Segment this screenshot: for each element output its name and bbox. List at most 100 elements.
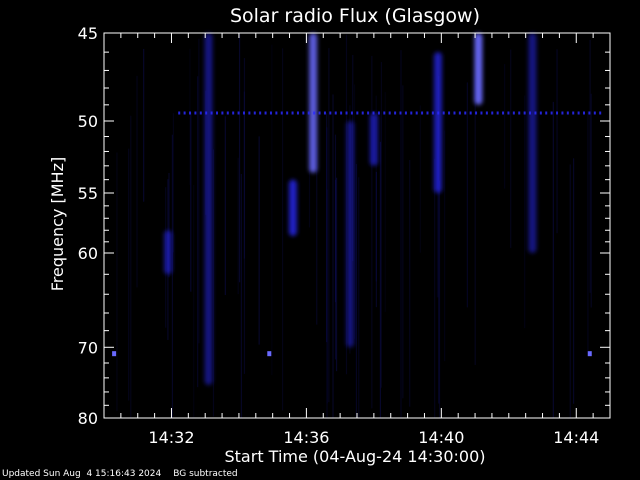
- line-dash: [545, 111, 548, 115]
- line-dash: [334, 111, 337, 115]
- faint-streak: [409, 159, 411, 407]
- line-dash: [377, 111, 380, 115]
- line-dash: [491, 111, 494, 115]
- chart-title: Solar radio Flux (Glasgow): [230, 5, 480, 27]
- line-dash: [318, 111, 321, 115]
- line-dash: [361, 111, 364, 115]
- line-dash: [469, 111, 472, 115]
- faint-streak: [504, 64, 506, 189]
- faint-streak: [375, 171, 377, 308]
- line-dash: [183, 111, 186, 115]
- burst: [346, 121, 355, 348]
- faint-streak: [419, 105, 421, 253]
- y-tick-label: 45: [78, 24, 98, 43]
- faint-streak: [136, 75, 138, 288]
- faint-streak: [271, 44, 273, 376]
- line-dash: [286, 111, 289, 115]
- line-dash: [523, 111, 526, 115]
- line-dash: [350, 111, 353, 115]
- y-tick-label: 50: [78, 112, 98, 131]
- faint-streak: [193, 184, 195, 418]
- faint-streak: [316, 147, 318, 325]
- faint-streak: [590, 93, 592, 308]
- faint-streak: [334, 179, 337, 303]
- line-dash: [458, 111, 461, 115]
- faint-streak: [326, 127, 328, 418]
- line-dash: [302, 111, 305, 115]
- faint-streak: [380, 62, 383, 388]
- line-dash: [556, 111, 559, 115]
- line-dash: [529, 111, 532, 115]
- faint-streak: [444, 130, 446, 362]
- line-dash: [226, 111, 229, 115]
- line-dash: [593, 111, 596, 115]
- faint-streak: [384, 92, 386, 312]
- y-axis-label: Frequency [MHz]: [48, 157, 67, 291]
- line-dash: [205, 111, 208, 115]
- line-dash: [550, 111, 553, 115]
- line-dash: [572, 111, 575, 115]
- line-dash: [215, 111, 218, 115]
- burst: [288, 179, 297, 237]
- faint-streak: [572, 158, 575, 404]
- faint-streak: [355, 164, 358, 418]
- line-dash: [448, 111, 451, 115]
- line-dash: [340, 111, 343, 115]
- faint-streak: [510, 49, 512, 248]
- line-dash: [264, 111, 267, 115]
- line-dash: [356, 111, 359, 115]
- faint-streak: [332, 94, 334, 418]
- faint-streak: [190, 112, 192, 292]
- line-dash: [507, 111, 510, 115]
- faint-streak: [466, 82, 468, 308]
- line-dash: [583, 111, 586, 115]
- faint-streak: [165, 187, 167, 328]
- line-dash: [480, 111, 483, 115]
- line-dash: [404, 111, 407, 115]
- line-dash: [518, 111, 521, 115]
- faint-streak: [240, 173, 242, 418]
- x-axis-ticks: 14:32 14:36 14:40 14:44: [103, 33, 611, 447]
- burst: [474, 33, 483, 105]
- line-dash: [383, 111, 386, 115]
- line-dash: [253, 111, 256, 115]
- faint-streak: [589, 39, 591, 293]
- background-note: BG subtracted: [173, 469, 238, 479]
- line-dash: [410, 111, 413, 115]
- burst: [204, 33, 213, 385]
- line-dash: [237, 111, 240, 115]
- faint-streak: [334, 134, 337, 360]
- faint-streak: [358, 177, 360, 418]
- line-dash: [561, 111, 564, 115]
- x-tick-label: 14:44: [553, 428, 599, 447]
- line-dash: [399, 111, 402, 115]
- faint-streak: [402, 85, 404, 399]
- line-dash: [426, 111, 429, 115]
- x-tick-label: 14:40: [418, 428, 464, 447]
- line-dash: [242, 111, 245, 115]
- line-dash: [442, 111, 445, 115]
- line-dash: [539, 111, 542, 115]
- x-tick-label: 14:32: [148, 428, 194, 447]
- faint-streak: [143, 48, 145, 202]
- y-tick-label: 55: [78, 184, 98, 203]
- line-dash: [307, 111, 310, 115]
- faint-streak: [224, 116, 226, 296]
- line-dash: [296, 111, 299, 115]
- faint-streak: [243, 91, 245, 259]
- faint-streak: [345, 34, 348, 375]
- line-dash: [437, 111, 440, 115]
- faint-streak: [198, 38, 200, 344]
- faint-streak: [237, 157, 239, 295]
- line-dash: [345, 111, 348, 115]
- faint-streak: [569, 164, 571, 418]
- faint-streak: [353, 84, 356, 339]
- line-dash: [178, 111, 181, 115]
- y-tick-label: 60: [78, 244, 98, 263]
- line-dash: [464, 111, 467, 115]
- faint-streak: [587, 111, 589, 354]
- faint-streak: [552, 101, 554, 419]
- faint-streak: [171, 134, 174, 418]
- faint-streak: [352, 55, 354, 262]
- faint-streak: [371, 55, 373, 409]
